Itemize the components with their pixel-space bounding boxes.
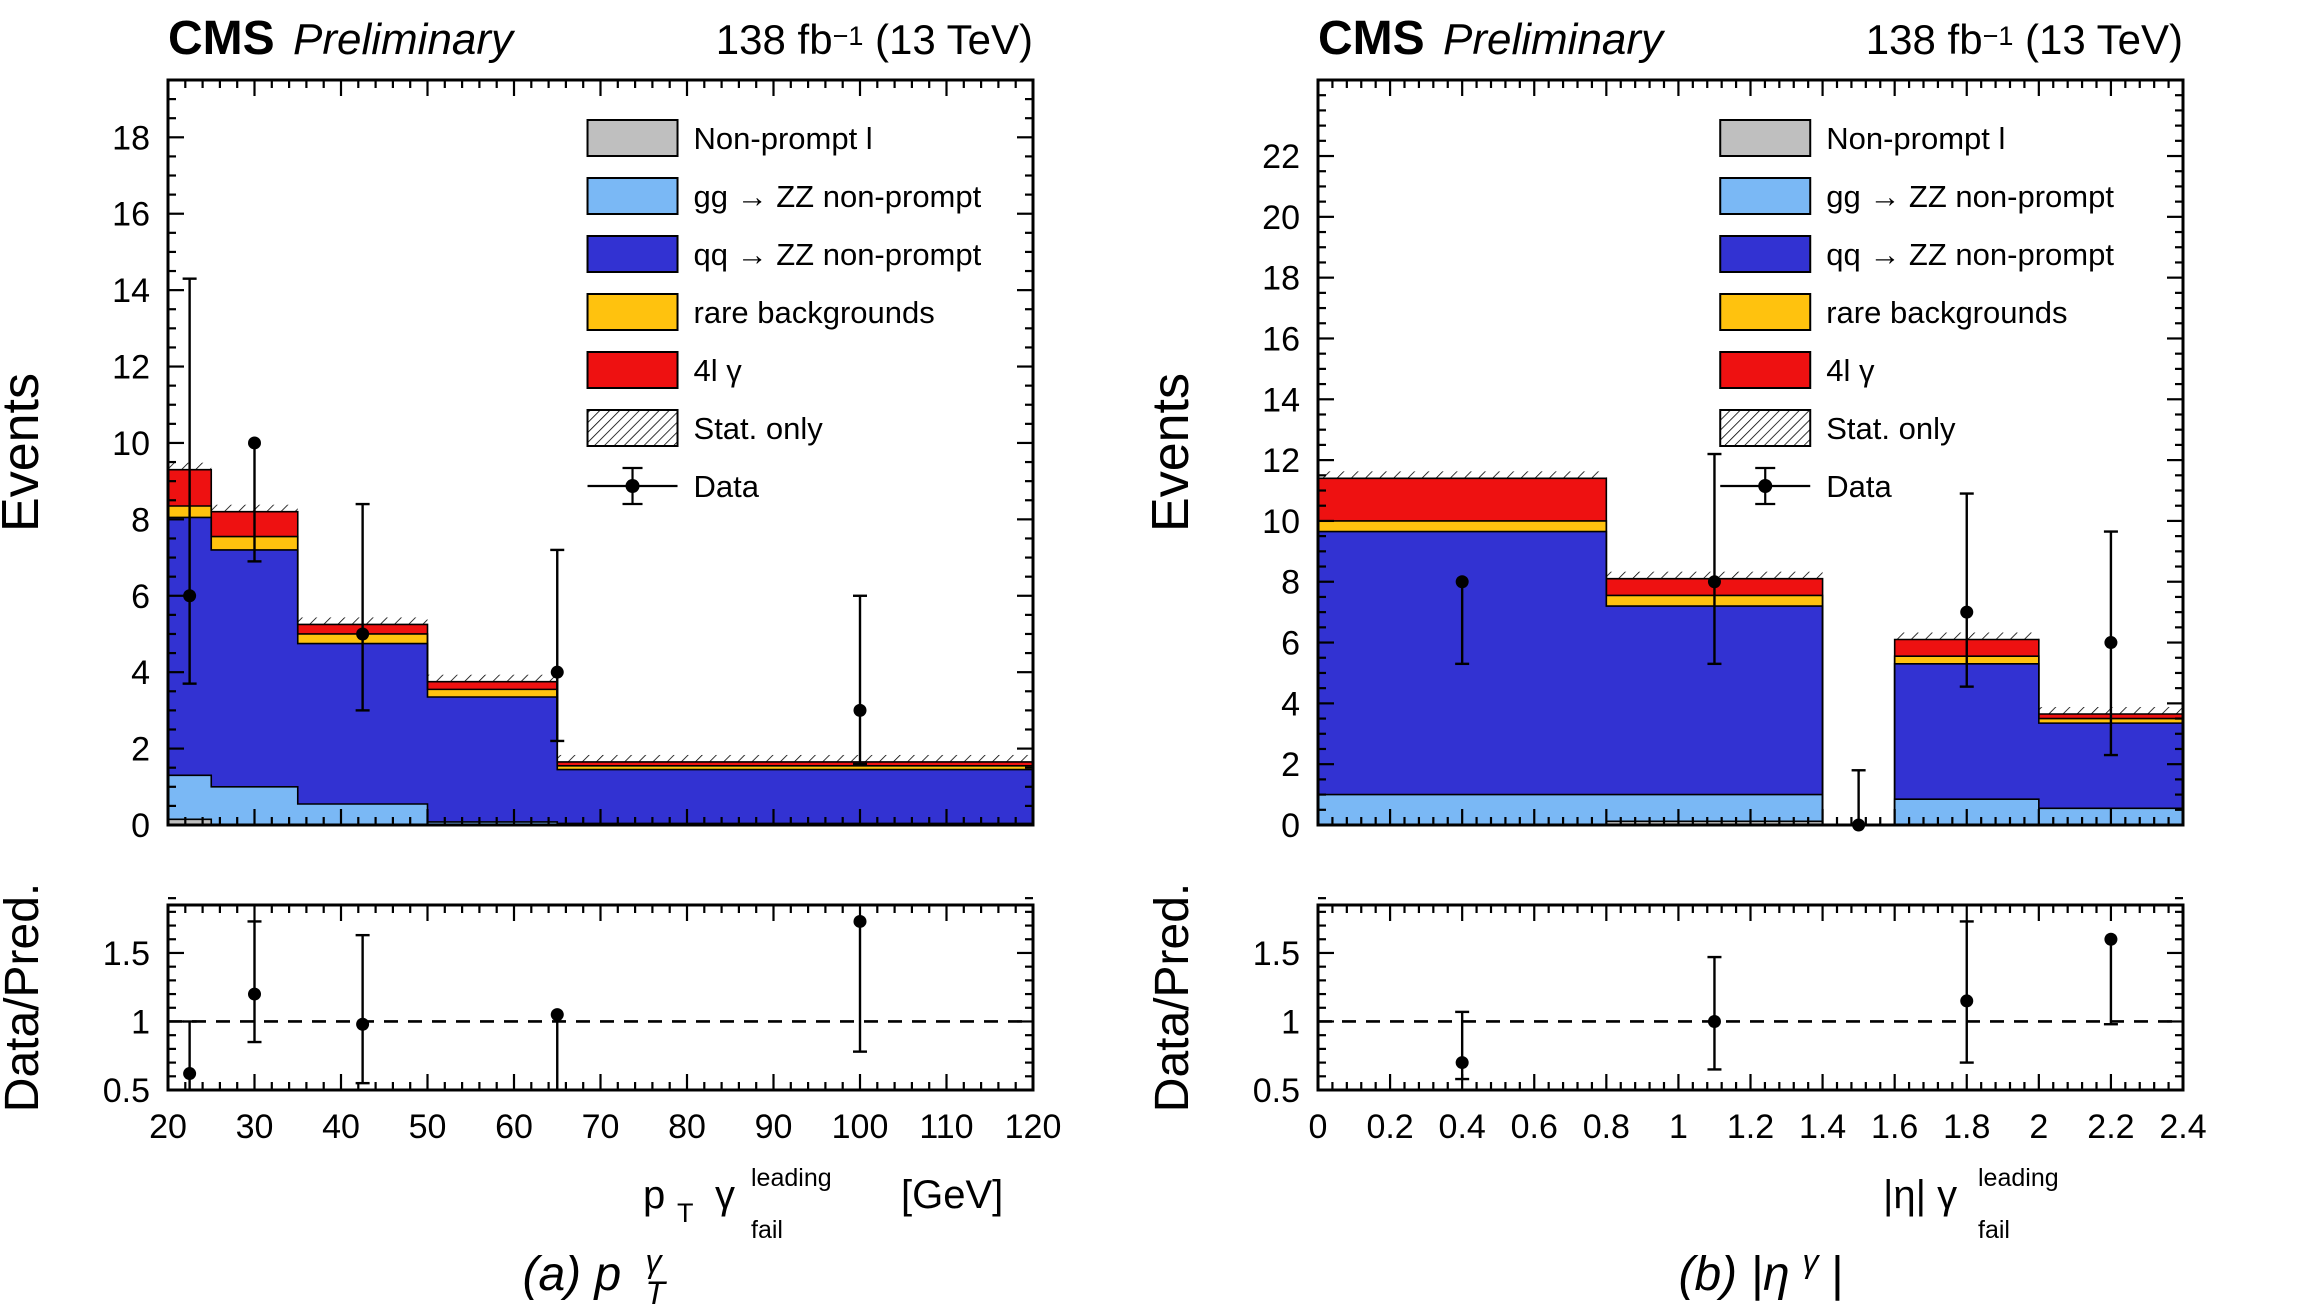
svg-text:0.6: 0.6 <box>1511 1108 1558 1146</box>
svg-text:rare backgrounds: rare backgrounds <box>1826 295 2067 330</box>
svg-text:T: T <box>646 1275 668 1308</box>
svg-text:18: 18 <box>112 119 150 157</box>
svg-text:80: 80 <box>668 1108 706 1146</box>
svg-text:rare backgrounds: rare backgrounds <box>694 295 935 330</box>
svg-text:2.2: 2.2 <box>2087 1108 2134 1146</box>
svg-text:90: 90 <box>755 1108 793 1146</box>
svg-text:40: 40 <box>322 1108 360 1146</box>
svg-text:0.8: 0.8 <box>1583 1108 1630 1146</box>
svg-text:2: 2 <box>131 731 150 769</box>
svg-text:4l γ: 4l γ <box>694 353 743 388</box>
svg-text:qq → ZZ non-prompt: qq → ZZ non-prompt <box>694 237 982 272</box>
svg-text:Stat. only: Stat. only <box>694 411 824 446</box>
svg-text:1: 1 <box>1281 1003 1300 1041</box>
svg-text:Non-prompt l: Non-prompt l <box>694 121 873 156</box>
svg-text:1.5: 1.5 <box>103 935 150 973</box>
svg-text:138 fb−1 (13 TeV): 138 fb−1 (13 TeV) <box>1866 16 2183 63</box>
svg-text:qq → ZZ non-prompt: qq → ZZ non-prompt <box>1826 237 2114 272</box>
svg-text:γ: γ <box>715 1173 735 1217</box>
svg-text:138 fb−1 (13 TeV): 138 fb−1 (13 TeV) <box>716 16 1033 63</box>
svg-text:0.4: 0.4 <box>1439 1108 1486 1146</box>
svg-text:2: 2 <box>1281 746 1300 784</box>
svg-text:12: 12 <box>1262 442 1300 480</box>
svg-text:120: 120 <box>1005 1108 1062 1146</box>
svg-text:Preliminary: Preliminary <box>293 15 516 64</box>
svg-text:Non-prompt l: Non-prompt l <box>1826 121 2005 156</box>
svg-text:20: 20 <box>149 1108 187 1146</box>
svg-text:0: 0 <box>1281 807 1300 845</box>
svg-text:1: 1 <box>131 1003 150 1041</box>
svg-text:CMS: CMS <box>168 12 275 65</box>
svg-text:6: 6 <box>131 578 150 616</box>
svg-text:γ: γ <box>646 1243 664 1279</box>
svg-text:4: 4 <box>131 654 150 692</box>
svg-text:Data/Pred.: Data/Pred. <box>1146 883 1199 1112</box>
svg-text:1.5: 1.5 <box>1253 935 1300 973</box>
svg-text:4l γ: 4l γ <box>1826 353 1875 388</box>
svg-text:T: T <box>677 1198 694 1228</box>
svg-text:|η| γ: |η| γ <box>1883 1173 1957 1217</box>
svg-text:Data: Data <box>1826 469 1892 504</box>
svg-text:Data: Data <box>694 469 760 504</box>
svg-text:1.8: 1.8 <box>1943 1108 1990 1146</box>
svg-text:30: 30 <box>236 1108 274 1146</box>
svg-text:8: 8 <box>1281 564 1300 602</box>
svg-text:0.2: 0.2 <box>1366 1108 1413 1146</box>
svg-text:0: 0 <box>1309 1108 1328 1146</box>
svg-text:leading: leading <box>1978 1164 2059 1192</box>
svg-text:p: p <box>643 1173 665 1217</box>
svg-text:gg → ZZ non-prompt: gg → ZZ non-prompt <box>1826 179 2114 214</box>
svg-text:1.6: 1.6 <box>1871 1108 1918 1146</box>
svg-text:6: 6 <box>1281 625 1300 663</box>
svg-text:CMS: CMS <box>1318 12 1425 65</box>
svg-text:16: 16 <box>112 196 150 234</box>
svg-text:Data/Pred.: Data/Pred. <box>0 883 49 1112</box>
svg-text:2: 2 <box>2029 1108 2048 1146</box>
svg-text:70: 70 <box>582 1108 620 1146</box>
svg-text:γ: γ <box>1803 1243 1821 1279</box>
svg-text:110: 110 <box>919 1108 973 1146</box>
svg-text:22: 22 <box>1262 138 1300 176</box>
svg-text:18: 18 <box>1262 260 1300 298</box>
svg-text:fail: fail <box>751 1216 783 1244</box>
svg-text:1.4: 1.4 <box>1799 1108 1846 1146</box>
svg-text:1.2: 1.2 <box>1727 1108 1774 1146</box>
svg-text:2.4: 2.4 <box>2159 1108 2206 1146</box>
svg-text:leading: leading <box>751 1164 832 1192</box>
svg-text:10: 10 <box>1262 503 1300 541</box>
svg-text:gg → ZZ non-prompt: gg → ZZ non-prompt <box>694 179 982 214</box>
svg-text:[GeV]: [GeV] <box>901 1173 1003 1217</box>
svg-text:100: 100 <box>832 1108 889 1146</box>
svg-text:50: 50 <box>409 1108 447 1146</box>
svg-text:(a) p: (a) p <box>523 1248 622 1301</box>
svg-text:12: 12 <box>112 349 150 387</box>
svg-text:Events: Events <box>1142 373 1200 532</box>
svg-text:8: 8 <box>131 501 150 539</box>
svg-text:Preliminary: Preliminary <box>1443 15 1666 64</box>
svg-text:Events: Events <box>0 373 50 532</box>
svg-text:|: | <box>1831 1248 1843 1301</box>
svg-text:0.5: 0.5 <box>1253 1072 1300 1110</box>
svg-text:0: 0 <box>131 807 150 845</box>
svg-text:16: 16 <box>1262 320 1300 358</box>
svg-text:0.5: 0.5 <box>103 1072 150 1110</box>
svg-text:4: 4 <box>1281 685 1300 723</box>
svg-text:10: 10 <box>112 425 150 463</box>
svg-text:20: 20 <box>1262 199 1300 237</box>
svg-text:14: 14 <box>1262 381 1300 419</box>
svg-text:(b) |η: (b) |η <box>1679 1248 1790 1301</box>
svg-text:14: 14 <box>112 272 150 310</box>
svg-text:1: 1 <box>1669 1108 1688 1146</box>
svg-text:Stat. only: Stat. only <box>1826 411 1956 446</box>
svg-text:fail: fail <box>1978 1216 2010 1244</box>
svg-text:60: 60 <box>495 1108 533 1146</box>
